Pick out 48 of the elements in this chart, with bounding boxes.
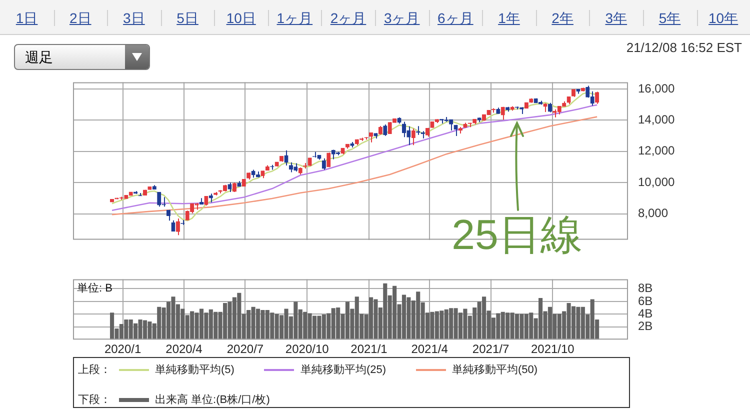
x-tick-label: 2021/4 xyxy=(411,342,448,356)
y-tick-label: 14,000 xyxy=(638,112,676,127)
text: 3日 xyxy=(123,10,145,26)
candlestick xyxy=(491,108,496,114)
legend-label: 単純移動平均(25) xyxy=(300,363,386,377)
y-tick-label: 8,000 xyxy=(638,206,668,220)
x-tick-label: 2020/1 xyxy=(104,342,142,356)
text: 3年 xyxy=(605,10,628,26)
y-tick-label: 6B xyxy=(638,294,653,308)
bar xyxy=(514,314,520,340)
text: 21/12/08 16:52 EST xyxy=(626,40,742,55)
text: 1年 xyxy=(498,10,520,26)
text: 2ヶ月 xyxy=(330,10,366,26)
x-tick-label: 2020/7 xyxy=(226,342,264,356)
y-axis-title: 単位: B xyxy=(77,282,112,295)
bar xyxy=(199,308,204,340)
x-tick-label: 2020/10 xyxy=(285,342,330,356)
y-tick-label: 4B xyxy=(638,306,653,320)
y-tick-label: 16,000 xyxy=(638,81,676,96)
text: 1ヶ月 xyxy=(276,10,313,26)
bar xyxy=(256,308,260,340)
text: 1日 xyxy=(16,10,38,26)
y-tick-label: 2B xyxy=(638,319,653,334)
text: 2年 xyxy=(552,10,574,26)
legend-label: 単純移動平均(5) xyxy=(155,363,234,377)
legend-label: 単純移動平均(50) xyxy=(452,363,538,377)
legend-label: 出来高 単位:(B株/口/枚) xyxy=(155,392,270,407)
annotation: 25日線 xyxy=(452,211,582,258)
x-tick-label: 2021/10 xyxy=(530,342,575,356)
x-tick-label: 2020/4 xyxy=(166,342,203,356)
x-tick-label: 2021/7 xyxy=(472,342,510,356)
text: 5年 xyxy=(658,10,681,26)
text: 6ヶ月 xyxy=(438,10,474,26)
bar xyxy=(312,316,317,340)
x-tick-label: 2021/1 xyxy=(350,342,388,356)
text: 5日 xyxy=(176,10,198,26)
y-tick-label: 8B xyxy=(638,281,653,296)
text: 週足 xyxy=(25,48,53,67)
legend-title: 上段： xyxy=(78,363,111,377)
text: 10日 xyxy=(226,10,256,26)
text: 3ヶ月 xyxy=(384,10,420,26)
y-tick-label: 12,000 xyxy=(638,144,676,158)
legend-title: 下段： xyxy=(78,393,111,407)
bar xyxy=(571,306,576,340)
text: 10年 xyxy=(708,10,738,26)
candlestick xyxy=(416,126,420,136)
y-tick-label: 10,000 xyxy=(638,174,676,189)
text: 2日 xyxy=(69,10,92,26)
